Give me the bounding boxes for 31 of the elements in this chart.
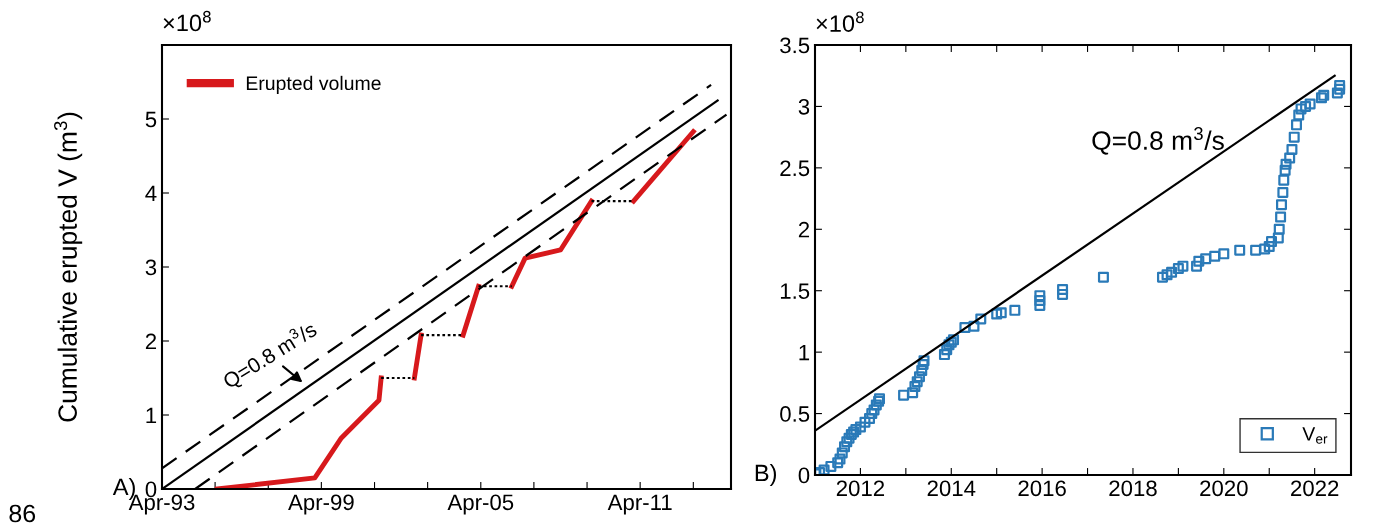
y-axis-title: Cumulative erupted V (m$^{3}$) [54, 112, 83, 422]
y-tick-label: 0.5 [780, 406, 810, 422]
text: B) [755, 463, 777, 486]
x-tick-label: 2016 [1018, 480, 1066, 497]
x-tick-label: Apr-11 [607, 494, 672, 515]
x-tick-label: 2014 [927, 480, 976, 497]
y-tick-label: 3 [798, 98, 810, 115]
legend-label: Erupted volume [246, 75, 381, 94]
y-tick-label: 5 [145, 111, 157, 128]
y-tick-label: 1 [799, 344, 810, 361]
annotation: Q=0.8 m$^{3}$/s [220, 318, 320, 393]
y-tick-label: 0 [798, 467, 810, 484]
x-tick-label: Apr-99 [288, 494, 354, 515]
y-tick-label: 3.5 [780, 37, 810, 54]
x-tick-label: Apr-05 [447, 494, 514, 515]
x-tick-label: 2020 [1200, 480, 1248, 497]
x-tick-label: 2018 [1109, 480, 1157, 497]
x-tick-label: 2012 [836, 480, 885, 497]
y-tick-label: 3 [145, 259, 157, 276]
y-tick-label: 2 [798, 221, 810, 238]
y-tick-label: 2.5 [780, 160, 810, 177]
text: 86 [9, 504, 36, 523]
y-tick-label: 1.5 [780, 283, 810, 299]
y-tick-label: 1 [146, 407, 157, 424]
x-tick-label: 2022 [1291, 480, 1339, 497]
annotation: Q=0.8 m$^{3}$/s [1092, 127, 1224, 155]
legend-label: V$_{er}$ [1302, 427, 1328, 444]
y-tick-label: 4 [145, 185, 157, 202]
text: ×10$^{8}$ [163, 10, 211, 32]
y-tick-label: 2 [145, 333, 157, 350]
text: ×10$^{8}$ [816, 11, 864, 32]
